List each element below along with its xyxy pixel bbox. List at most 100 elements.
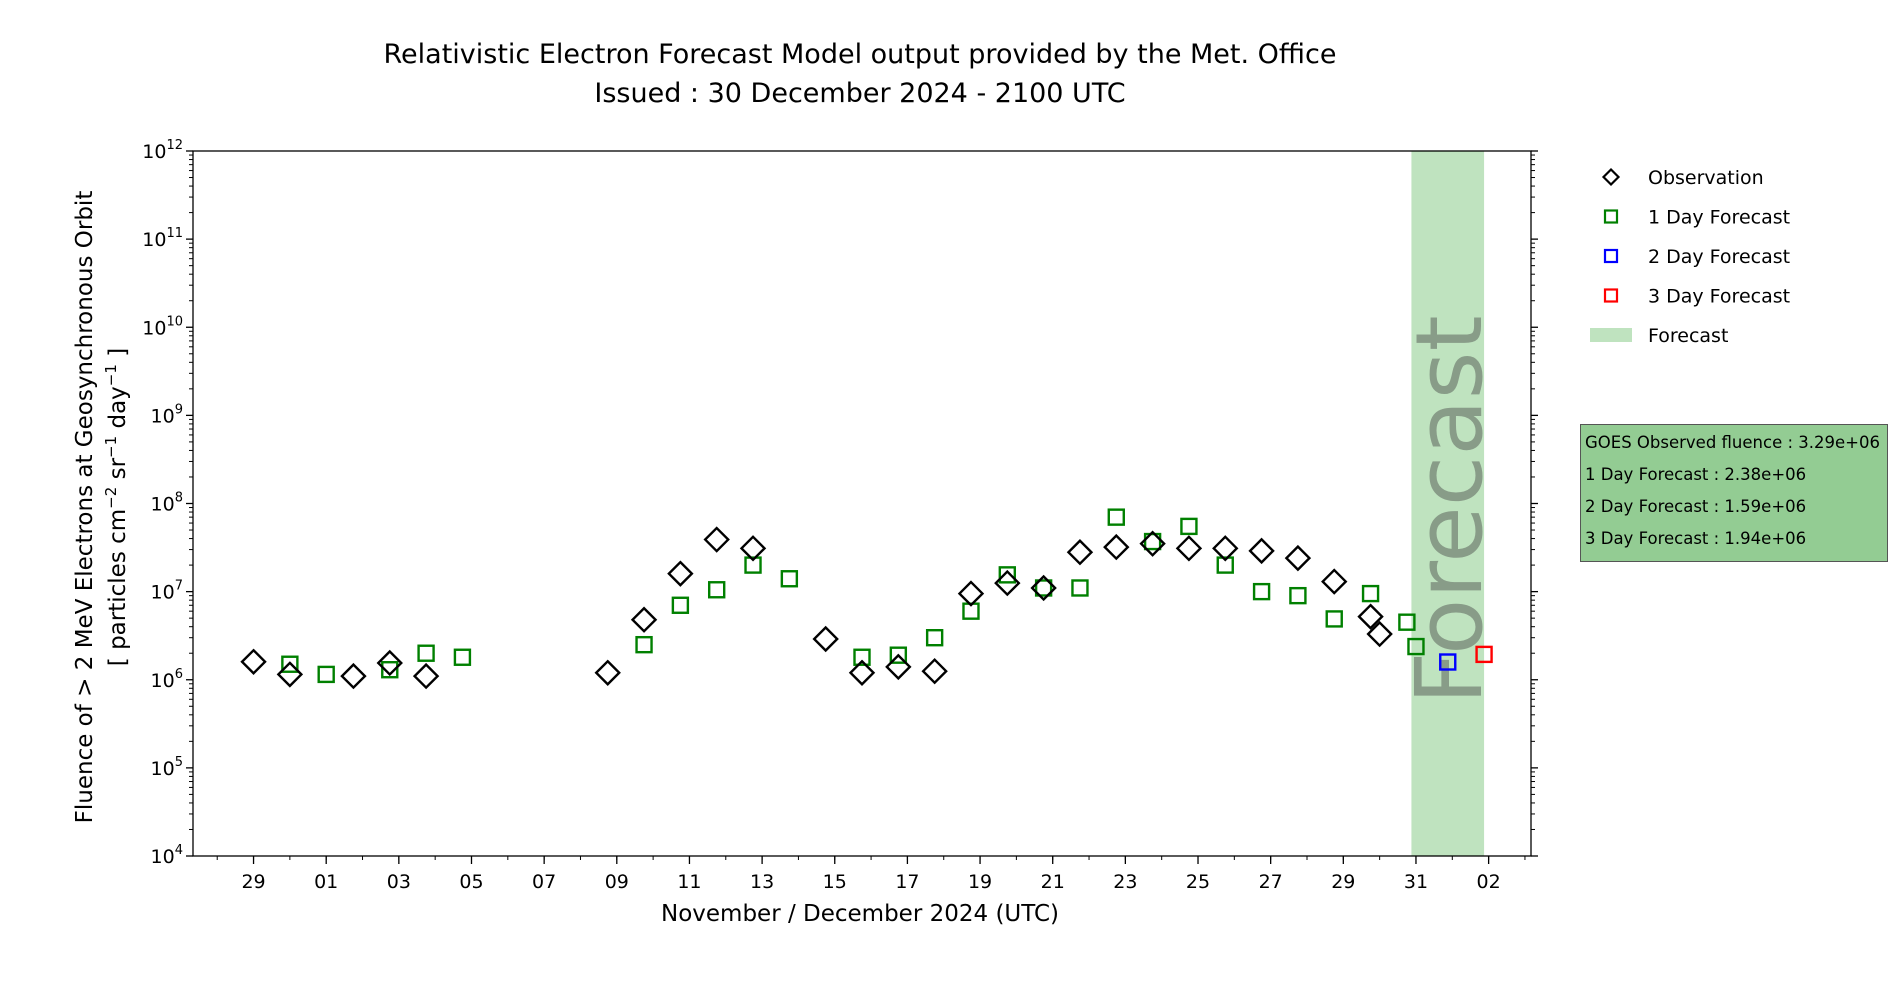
x-tick-label: 13 — [750, 871, 774, 893]
forecast-point — [1071, 579, 1089, 597]
observation-point — [703, 526, 730, 553]
observation-point — [1284, 544, 1312, 572]
x-tick-label: 19 — [968, 871, 992, 893]
data-points — [240, 508, 1493, 690]
forecast-point — [1361, 584, 1380, 603]
x-tick-label: 15 — [823, 871, 847, 893]
units-exp-3: −1 — [102, 364, 120, 386]
units-part-1: [ particles cm — [105, 509, 131, 666]
x-tick-label: 29 — [241, 871, 265, 893]
x-axis-label: November / December 2024 (UTC) — [661, 901, 1059, 927]
x-tick-label: 09 — [605, 871, 629, 893]
observation-point — [812, 625, 839, 653]
legend-forecast-patch — [1590, 328, 1632, 342]
forecast-point — [1180, 517, 1198, 536]
observation-point — [1212, 535, 1239, 562]
forecast-point — [1143, 532, 1162, 551]
observed-fluence-text: GOES Observed fluence : 3.29e+06 — [1585, 433, 1880, 452]
forecast-point — [381, 661, 399, 679]
forecast-point — [1407, 637, 1425, 656]
x-tick-label: 31 — [1404, 871, 1428, 893]
forecast-point — [1475, 645, 1493, 664]
observation-point — [1066, 539, 1094, 566]
units-exp-1: −2 — [102, 487, 120, 509]
fluence-summary-box: GOES Observed fluence : 3.29e+06 1 Day F… — [1580, 424, 1888, 562]
day2-forecast-text: 2 Day Forecast : 1.59e+06 — [1585, 497, 1807, 516]
x-tick-label: 17 — [895, 871, 919, 893]
y-tick-label: 106 — [151, 667, 183, 692]
y-tick-label: 104 — [151, 843, 183, 868]
y-tick-label: 108 — [151, 491, 183, 516]
forecast-point — [453, 648, 472, 666]
y-tick-label: 1011 — [142, 226, 183, 251]
observation-point — [848, 659, 876, 686]
x-tick-label: 01 — [314, 871, 338, 893]
observation-point — [667, 560, 694, 587]
observation-point — [594, 659, 621, 686]
observation-point — [921, 658, 948, 685]
observation-point — [376, 649, 403, 677]
y-tick-label: 107 — [151, 579, 183, 604]
legend: Observation 1 Day Forecast 2 Day Forecast 3… — [1590, 167, 1790, 347]
legend-square-marker — [1603, 248, 1619, 264]
x-tick-label: 07 — [532, 871, 556, 893]
forecast-point — [853, 648, 871, 666]
legend-diamond-marker — [1601, 167, 1621, 187]
forecast-point — [925, 629, 944, 647]
units-exp-2: −1 — [102, 436, 120, 458]
y-tick-label: 1010 — [142, 314, 183, 339]
observation-point — [1357, 603, 1384, 630]
forecast-point — [744, 556, 762, 574]
forecast-point — [417, 644, 435, 662]
forecast-point — [1398, 613, 1416, 631]
observation-point — [340, 662, 367, 690]
observation-point — [739, 535, 767, 562]
forecast-point — [635, 635, 653, 654]
forecast-point — [889, 646, 908, 664]
day1-forecast-text: 1 Day Forecast : 2.38e+06 — [1585, 465, 1807, 484]
legend-label: 1 Day Forecast — [1648, 207, 1790, 229]
observation-point — [412, 662, 440, 690]
x-tick-label: 27 — [1259, 871, 1283, 893]
x-tick-label: 11 — [677, 871, 701, 893]
forecast-point — [281, 655, 299, 673]
day3-forecast-text: 3 Day Forecast : 1.94e+06 — [1585, 529, 1807, 548]
forecast-point — [1034, 579, 1053, 597]
x-tick-label: 05 — [459, 871, 483, 893]
forecast-point — [707, 581, 726, 599]
legend-label: 2 Day Forecast — [1648, 246, 1790, 268]
observation-point — [630, 606, 658, 633]
forecast-point — [1107, 508, 1125, 526]
forecast-point — [317, 665, 335, 684]
observation-point — [240, 648, 267, 675]
units-part-3: day — [105, 386, 131, 436]
x-tick-label: 02 — [1477, 871, 1501, 893]
forecast-point — [1252, 582, 1271, 601]
forecast-region: Forecast — [1396, 151, 1503, 856]
legend-label: Forecast — [1648, 325, 1728, 347]
observation-point — [1366, 620, 1393, 648]
forecast-point — [1439, 653, 1457, 671]
chart-subtitle: Issued : 30 December 2024 - 2100 UTC — [594, 78, 1125, 109]
observation-point — [1103, 533, 1130, 561]
observation-point — [276, 661, 304, 688]
x-tick-label: 03 — [387, 871, 411, 893]
observation-point — [1030, 574, 1057, 602]
observation-point — [1248, 537, 1275, 565]
forecast-point — [1289, 586, 1307, 605]
forecast-point — [780, 570, 799, 588]
y-tick-label: 105 — [151, 755, 183, 780]
forecast-band — [1411, 151, 1485, 856]
units-part-4: ] — [105, 348, 131, 364]
observation-point — [1321, 568, 1348, 595]
y-axis-label: Fluence of > 2 MeV Electrons at Geosynch… — [72, 191, 98, 824]
plot-frame — [192, 150, 1532, 857]
x-tick-label: 29 — [1331, 871, 1355, 893]
observation-point — [957, 580, 985, 607]
legend-square-marker — [1603, 288, 1619, 303]
observation-point — [885, 653, 912, 681]
forecast-point — [671, 596, 690, 614]
x-tick-label: 23 — [1113, 871, 1137, 893]
observation-point — [1139, 530, 1166, 557]
